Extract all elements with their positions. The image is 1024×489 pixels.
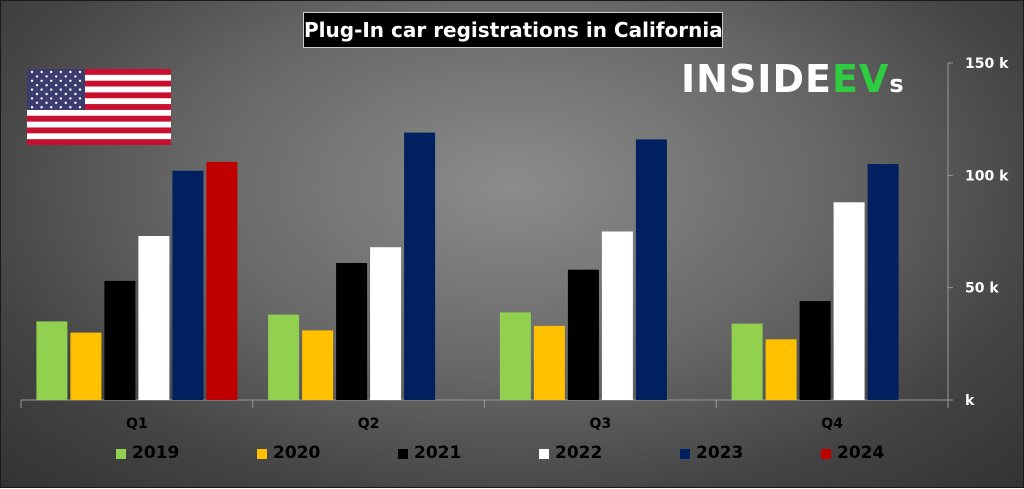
insideevs-logo: INSIDEEVs	[681, 57, 905, 101]
bar-2019-q1	[36, 321, 68, 400]
chart-title: Plug-In car registrations in California	[303, 12, 723, 48]
legend-swatch	[257, 449, 267, 459]
bar-2022-q3	[601, 231, 633, 400]
bar-2022-q2	[370, 247, 402, 400]
x-tick-label: Q4	[821, 416, 843, 432]
legend-label: 2020	[273, 443, 321, 463]
legend-swatch	[116, 449, 126, 459]
bar-2019-q3	[499, 312, 531, 400]
bar-2021-q2	[336, 263, 368, 400]
bar-2022-q4	[833, 202, 865, 400]
legend-swatch	[680, 449, 690, 459]
legend-label: 2019	[132, 443, 180, 463]
legend-label: 2023	[696, 443, 744, 463]
y-tick-label: k	[965, 393, 975, 409]
y-tick-label: 150 k	[965, 56, 1009, 72]
bar-2022-q1	[138, 236, 170, 400]
bar-2019-q2	[268, 314, 300, 400]
y-tick-label: 50 k	[965, 281, 999, 297]
x-tick-label: Q2	[358, 416, 380, 432]
y-tick-label: 100 k	[965, 168, 1009, 184]
x-tick-label: Q1	[126, 416, 148, 432]
bar-2023-q3	[635, 139, 667, 400]
bar-2020-q4	[765, 339, 797, 400]
bar-2021-q3	[567, 269, 599, 400]
us-flag-icon	[27, 69, 171, 145]
legend-label: 2021	[414, 443, 462, 463]
x-tick-label: Q3	[590, 416, 612, 432]
legend-swatch	[539, 449, 549, 459]
bar-2021-q4	[799, 301, 831, 400]
bar-2020-q2	[302, 330, 334, 400]
legend-label: 2024	[837, 443, 885, 463]
legend-label: 2022	[555, 443, 603, 463]
legend-swatch	[398, 449, 408, 459]
bar-2020-q3	[533, 325, 565, 400]
bar-2020-q1	[70, 332, 102, 400]
legend-swatch	[821, 449, 831, 459]
bar-2024-q1	[206, 161, 238, 400]
bar-2023-q2	[404, 132, 436, 400]
bar-2023-q4	[867, 164, 899, 400]
bar-2019-q4	[731, 323, 763, 400]
bar-2021-q1	[104, 280, 136, 400]
bar-2023-q1	[172, 170, 204, 400]
